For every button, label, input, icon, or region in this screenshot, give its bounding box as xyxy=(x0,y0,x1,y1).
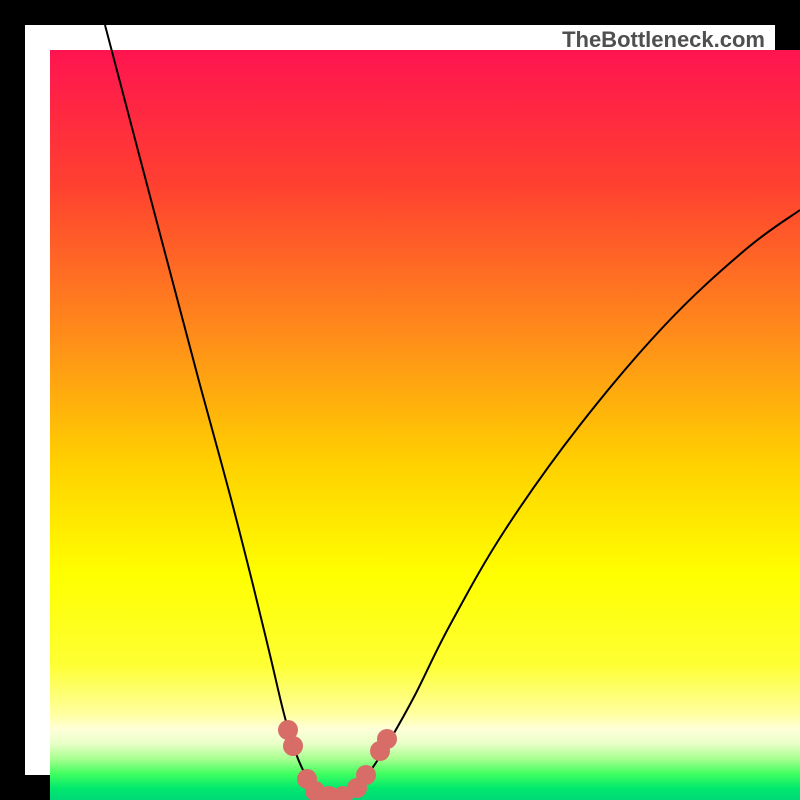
curve-marker xyxy=(377,729,397,749)
watermark-text: TheBottleneck.com xyxy=(562,27,765,53)
curve-marker xyxy=(356,765,376,785)
chart-frame: TheBottleneck.com xyxy=(0,0,800,800)
plot-gradient-background xyxy=(50,50,800,800)
curve-marker xyxy=(283,736,303,756)
